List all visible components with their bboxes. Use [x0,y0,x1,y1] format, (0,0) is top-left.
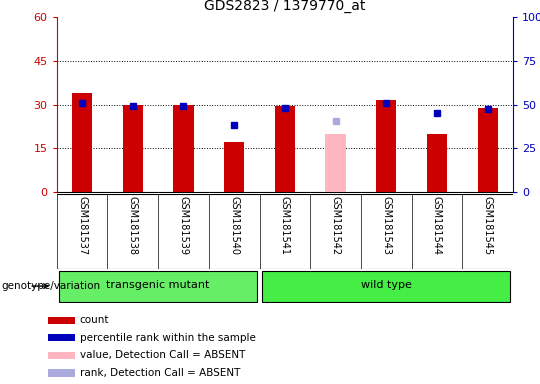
Bar [262,271,510,302]
Bar [376,100,396,192]
Text: rank, Detection Call = ABSENT: rank, Detection Call = ABSENT [80,368,240,378]
Bar [477,108,498,192]
Bar [48,352,75,359]
Text: GSM181538: GSM181538 [128,196,138,255]
Bar [59,271,257,302]
Text: GSM181543: GSM181543 [381,196,391,255]
Bar [48,317,75,324]
Text: GSM181540: GSM181540 [229,196,239,255]
Text: genotype/variation: genotype/variation [1,281,100,291]
Text: GSM181537: GSM181537 [77,196,87,255]
Bar [173,104,194,192]
Text: transgenic mutant: transgenic mutant [106,280,210,290]
Text: GSM181542: GSM181542 [330,196,341,255]
Bar [427,134,447,192]
Text: count: count [80,315,109,325]
Bar [275,106,295,192]
Text: GSM181544: GSM181544 [432,196,442,255]
Text: wild type: wild type [361,280,411,290]
Title: GDS2823 / 1379770_at: GDS2823 / 1379770_at [204,0,366,13]
Text: value, Detection Call = ABSENT: value, Detection Call = ABSENT [80,350,245,360]
Text: percentile rank within the sample: percentile rank within the sample [80,333,255,343]
Bar [48,369,75,376]
Bar [48,334,75,341]
Bar [123,104,143,192]
Text: GSM181541: GSM181541 [280,196,290,255]
Text: GSM181539: GSM181539 [178,196,188,255]
Bar [224,142,244,192]
Text: GSM181545: GSM181545 [483,196,492,255]
Bar [326,134,346,192]
Bar [72,93,92,192]
